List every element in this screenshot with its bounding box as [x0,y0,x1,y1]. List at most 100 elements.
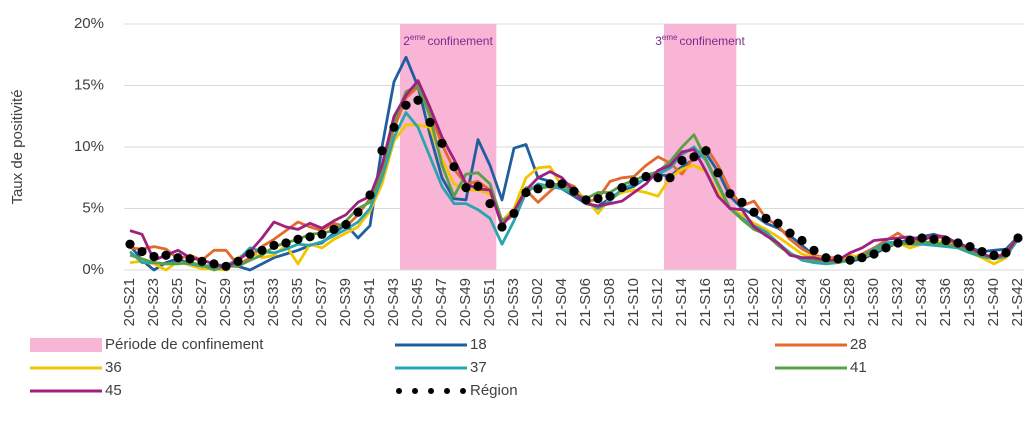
region-dot [773,218,783,228]
region-dot [641,171,651,182]
x-tick-label: 20-S53 [505,278,522,326]
region-dot [1001,248,1011,258]
series-line [129,79,1020,269]
region-dot [245,249,255,259]
annotation-text: confinement [427,34,493,48]
region-dot [557,179,567,189]
legend-swatch [396,388,402,394]
region-dot [461,182,471,193]
x-tick-label: 21-S26 [817,278,834,326]
x-tick-label: 21-S40 [985,278,1002,326]
x-tick-label: 21-S06 [577,278,594,326]
region-dot [401,100,411,110]
region-dot [293,234,303,244]
region-dot [281,238,291,248]
region-dot [377,146,387,156]
region-dot [821,253,831,263]
region-dot [809,245,819,255]
annotation-number: 2 [403,34,410,48]
region-dot [737,197,747,207]
region-dot [965,242,975,252]
confinement-bar [400,24,413,270]
x-tick-label: 21-S02 [529,278,546,326]
region-dot [725,189,735,199]
x-tick-label: 21-S32 [889,278,906,326]
y-tick-label: 20% [74,15,104,32]
region-dot [617,182,627,193]
legend-label: Région [470,382,518,399]
region-dot [329,224,339,235]
region-dot [521,187,531,198]
region-dot [869,249,879,259]
x-tick-label: 21-S34 [913,278,930,326]
x-tick-label: 20-S25 [169,278,186,326]
region-dot [593,194,603,204]
region-dot [689,152,699,162]
legend-label: Période de confinement [105,336,264,353]
region-dot [977,246,987,257]
x-tick-label: 21-S04 [553,278,570,326]
region-dot [449,162,459,172]
x-tick-label: 20-S51 [481,278,498,326]
legend-swatch [444,388,450,394]
legend-label: 41 [850,359,867,376]
region-dot [629,176,639,187]
region-dot [953,238,963,248]
x-tick-label: 21-S30 [865,278,882,326]
region-dot [833,254,843,264]
region-dot [605,191,615,201]
region-dot [989,250,999,260]
region-dot [473,181,483,191]
legend-swatch [412,388,418,394]
x-tick-label: 21-S20 [745,278,762,326]
region-dot [653,173,663,183]
x-tick-label: 21-S24 [793,278,810,326]
confinement-bar [724,24,737,270]
legend-label: 36 [105,359,122,376]
region-dot [233,256,243,266]
confinement-bar [448,24,461,270]
x-tick-label: 20-S47 [433,278,450,326]
region-dot [485,198,495,209]
region-dot [185,254,195,264]
x-tick-label: 21-S42 [1009,278,1026,326]
x-tick-label: 21-S18 [721,278,738,326]
legend-label: 45 [105,382,122,399]
region-dot [749,207,759,217]
region-dot [269,240,279,250]
region-dot [797,235,807,246]
confinement-bar [412,24,425,270]
x-tick-label: 20-S27 [193,278,210,326]
region-dot [701,146,711,156]
x-tick-label: 20-S37 [313,278,330,326]
y-tick-label: 10% [74,138,104,155]
confinement-bar [664,24,677,270]
x-tick-label: 21-S12 [649,278,666,326]
x-tick-label: 20-S45 [409,278,426,326]
region-dot [857,253,867,263]
x-tick-label: 20-S35 [289,278,306,326]
region-dot [1013,233,1023,243]
region-dot [713,168,723,178]
x-tick-label: 20-S33 [265,278,282,326]
legend-label: 18 [470,336,487,353]
x-tick-label: 21-S08 [601,278,618,326]
region-dot [905,235,915,246]
x-tick-label: 20-S41 [361,278,378,326]
x-tick-label: 21-S36 [937,278,954,326]
y-axis-title: Taux de positivité [9,89,26,204]
confinement-bar [484,24,497,270]
region-dot [161,250,171,260]
x-tick-label: 20-S23 [145,278,162,326]
region-dot [389,122,399,132]
x-tick-label: 20-S21 [121,278,138,326]
region-dot [209,259,219,269]
region-dot [941,235,951,246]
annotation-sup: eme [662,33,678,42]
annotation-sup: eme [410,33,426,42]
x-tick-label: 21-S16 [697,278,714,326]
region-dot [137,246,147,257]
annotation-text: confinement [679,34,745,48]
x-tick-label: 21-S22 [769,278,786,326]
